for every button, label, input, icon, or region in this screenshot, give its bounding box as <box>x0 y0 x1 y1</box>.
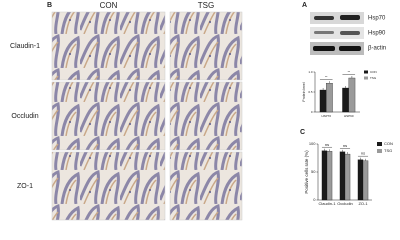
x-tick-label: HSP70 <box>321 114 331 118</box>
column-label: CON <box>100 1 118 10</box>
y-tick-label: 0 <box>311 110 313 114</box>
bar <box>348 77 356 113</box>
bar <box>362 160 369 201</box>
column-label: TSG <box>198 1 214 10</box>
panel-label: A <box>302 2 307 9</box>
bar <box>342 87 349 113</box>
bar <box>357 159 364 201</box>
blot-label: β-actin <box>368 46 386 52</box>
micrograph <box>169 151 243 221</box>
micrograph <box>169 81 243 151</box>
y-tick-label: 0.5 <box>308 90 313 94</box>
annotation: ** <box>325 75 328 79</box>
panel-label: B <box>47 2 52 9</box>
annotation: ns <box>343 143 347 148</box>
x-tick-label: ZO-1 <box>358 201 368 206</box>
annotation: ns <box>361 151 365 156</box>
bar <box>339 151 346 201</box>
figure: B A C CON TSGClaudin-1OccludinZO-1Hsp70Hs… <box>10 1 393 221</box>
legend-label: CON <box>384 141 393 146</box>
blot-label: Hsp90 <box>368 31 386 37</box>
bar <box>321 150 328 201</box>
legend-label: TSG <box>370 76 377 80</box>
bar <box>344 153 351 201</box>
x-tick-label: Occludin <box>337 201 353 206</box>
bar <box>326 83 333 113</box>
legend-swatch <box>377 142 382 146</box>
y-tick-label: 1.0 <box>308 70 313 74</box>
y-tick-label: 100 <box>309 141 316 146</box>
row-label: Occludin <box>11 113 38 120</box>
annotation: ** <box>348 70 351 74</box>
micrograph <box>51 81 166 151</box>
bar <box>319 89 327 113</box>
x-tick-label: HSP90 <box>344 114 354 118</box>
annotation: ns <box>325 142 329 147</box>
row-label: ZO-1 <box>17 183 33 190</box>
legend-swatch <box>364 76 368 80</box>
blot-label: Hsp70 <box>368 16 386 22</box>
y-axis-label: Positive cells rate (%) <box>304 150 309 194</box>
bar <box>326 151 333 201</box>
legend-label: TSG <box>384 148 392 153</box>
legend-swatch <box>364 70 368 74</box>
legend-label: CON <box>370 70 377 74</box>
y-tick-label: 0 <box>313 197 316 202</box>
legend-swatch <box>377 149 382 153</box>
micrograph <box>51 11 166 81</box>
micrograph <box>169 11 243 81</box>
micrograph <box>51 151 166 221</box>
y-axis-label: Protein level <box>302 82 306 101</box>
panel-label: C <box>300 129 305 136</box>
row-label: Claudin-1 <box>10 43 40 50</box>
y-tick-label: 50 <box>311 169 316 174</box>
western-blot <box>310 12 364 55</box>
x-tick-label: Claudin-1 <box>318 201 336 206</box>
